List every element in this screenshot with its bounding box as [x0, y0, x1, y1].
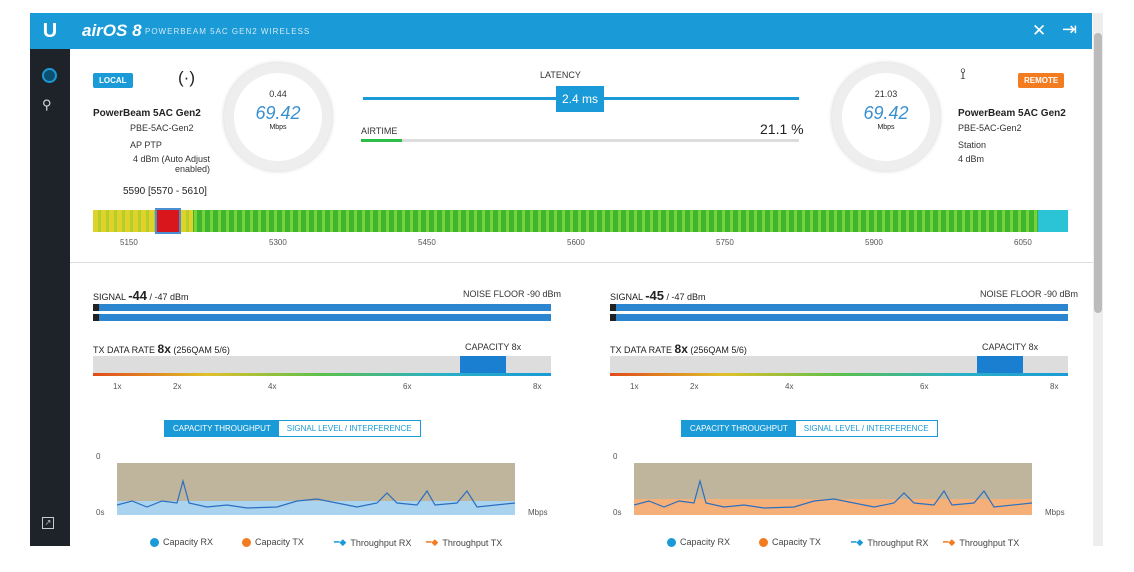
- scrollbar[interactable]: [1093, 13, 1103, 546]
- legend-item[interactable]: Capacity RX: [150, 537, 213, 547]
- spectrum-bar: [93, 208, 1068, 234]
- device-subtitle: POWERBEAM 5AC GEN2 WIRELESS: [145, 27, 311, 36]
- remote-device: PowerBeam 5AC Gen2: [958, 108, 1066, 119]
- throughput-chart: [634, 463, 1032, 515]
- remote-extra: 4 dBm: [958, 154, 985, 164]
- frequency-tick: 6050: [1014, 238, 1032, 247]
- y-axis-right: Mbps: [528, 508, 548, 517]
- airtime-label: AIRTIME: [361, 126, 398, 136]
- sidebar-item-tools[interactable]: ⚲: [42, 97, 52, 112]
- remote-gauge: 21.03 69.42 Mbps: [832, 63, 940, 171]
- signal-bar-2: [93, 314, 551, 321]
- rate-bar: [610, 356, 1068, 376]
- airtime-bar: [361, 139, 799, 142]
- y-axis-bottom: 0s: [613, 508, 622, 517]
- rate-tick: 8x: [533, 382, 542, 391]
- frequency-label: 5590 [5570 - 5610]: [123, 186, 207, 197]
- signal-bar-2: [610, 314, 1068, 321]
- gauge-value: 69.42: [863, 103, 909, 123]
- gauge-unit: Mbps: [269, 124, 287, 131]
- chart-tabs: CAPACITY THROUGHPUT SIGNAL LEVEL / INTERF…: [681, 420, 938, 437]
- noise-floor: NOISE FLOOR -90 dBm: [980, 289, 1079, 299]
- legend-item[interactable]: Capacity TX: [759, 537, 821, 547]
- airtime-value: 21.1 %: [760, 121, 804, 137]
- y-axis-bottom: 0s: [96, 508, 105, 517]
- tower-icon: ⟟: [960, 66, 966, 83]
- signal-value: -44: [128, 288, 147, 303]
- frequency-tick: 5600: [567, 238, 585, 247]
- frequency-tick: 5450: [418, 238, 436, 247]
- signal-label: SIGNAL -45 / -47 dBm: [610, 288, 706, 303]
- legend-item[interactable]: ━◆ Throughput RX: [851, 537, 929, 548]
- rate-tick: 2x: [173, 382, 182, 391]
- chart-tabs: CAPACITY THROUGHPUT SIGNAL LEVEL / INTERF…: [164, 420, 421, 437]
- local-device: PowerBeam 5AC Gen2: [93, 108, 201, 119]
- legend-item[interactable]: Capacity TX: [242, 537, 304, 547]
- frequency-tick: 5750: [716, 238, 734, 247]
- rate-tick: 6x: [403, 382, 412, 391]
- rate-bar: [93, 356, 551, 376]
- gauge-value: 69.42: [255, 103, 301, 123]
- local-mode: AP PTP: [130, 140, 162, 150]
- rate-tick: 1x: [630, 382, 639, 391]
- antenna-icon: (·): [178, 68, 195, 87]
- sidebar: ⚲ ↗: [30, 49, 70, 546]
- local-extra: 4 dBm (Auto Adjust enabled): [132, 154, 210, 174]
- divider: [70, 262, 1093, 263]
- rate-capacity: CAPACITY 8x: [982, 342, 1039, 352]
- legend-item[interactable]: Capacity RX: [667, 537, 730, 547]
- local-model: PBE-5AC-Gen2: [130, 123, 194, 133]
- frequency-tick: 5300: [269, 238, 287, 247]
- expand-icon[interactable]: ↗: [42, 517, 54, 529]
- y-axis-right: Mbps: [1045, 508, 1065, 517]
- rate-tick: 8x: [1050, 382, 1059, 391]
- logout-icon[interactable]: ⇥: [1062, 19, 1078, 39]
- frequency-tick: 5150: [120, 238, 138, 247]
- rate-tick: 4x: [268, 382, 277, 391]
- tab-signal-interference[interactable]: SIGNAL LEVEL / INTERFERENCE: [286, 424, 412, 433]
- channel-marker[interactable]: [155, 208, 181, 234]
- remote-mode: Station: [958, 140, 987, 150]
- frequency-tick: 5900: [865, 238, 883, 247]
- tab-signal-interference[interactable]: SIGNAL LEVEL / INTERFERENCE: [803, 424, 929, 433]
- rate-tick: 2x: [690, 382, 699, 391]
- rate-tick: 4x: [785, 382, 794, 391]
- sidebar-item-dashboard[interactable]: [42, 68, 57, 83]
- product-name: airOS 8: [82, 21, 142, 40]
- legend-item[interactable]: ━◆ Throughput TX: [426, 537, 503, 548]
- tab-capacity-throughput[interactable]: CAPACITY THROUGHPUT: [165, 421, 279, 436]
- rate-tick: 6x: [920, 382, 929, 391]
- gauge-top: 21.03: [874, 89, 898, 99]
- legend-item[interactable]: ━◆ Throughput RX: [334, 537, 412, 548]
- top-bar: U airOS 8 POWERBEAM 5AC GEN2 WIRELESS ✕ …: [30, 13, 1092, 49]
- y-axis-top: 0: [613, 452, 618, 461]
- throughput-rx-line: [634, 478, 1032, 509]
- y-axis-top: 0: [96, 452, 101, 461]
- remote-badge: REMOTE: [1018, 73, 1065, 88]
- local-gauge: 0.44 69.42 Mbps: [224, 63, 332, 171]
- latency-value: 2.4 ms: [556, 86, 604, 112]
- throughput-rx-line: [117, 478, 515, 509]
- throughput-chart: [117, 463, 515, 515]
- gauge-unit: Mbps: [877, 124, 895, 131]
- rate-capacity: CAPACITY 8x: [465, 342, 522, 352]
- tools-icon[interactable]: ✕: [1032, 21, 1047, 40]
- local-badge: LOCAL: [93, 73, 133, 88]
- rate-tick: 1x: [113, 382, 122, 391]
- signal-bar-1: [93, 304, 551, 311]
- signal-value: -45: [645, 288, 664, 303]
- rate-label: TX DATA RATE 8x (256QAM 5/6): [610, 342, 747, 356]
- ubiquiti-logo[interactable]: U: [42, 20, 58, 42]
- capacity-rx-area: [634, 499, 1032, 515]
- remote-model: PBE-5AC-Gen2: [958, 123, 1022, 133]
- gauge-top: 0.44: [269, 89, 287, 99]
- signal-label: SIGNAL -44 / -47 dBm: [93, 288, 189, 303]
- rate-label: TX DATA RATE 8x (256QAM 5/6): [93, 342, 230, 356]
- latency-label: LATENCY: [540, 70, 581, 80]
- tab-capacity-throughput[interactable]: CAPACITY THROUGHPUT: [682, 421, 796, 436]
- legend-item[interactable]: ━◆ Throughput TX: [943, 537, 1020, 548]
- signal-bar-1: [610, 304, 1068, 311]
- noise-floor: NOISE FLOOR -90 dBm: [463, 289, 562, 299]
